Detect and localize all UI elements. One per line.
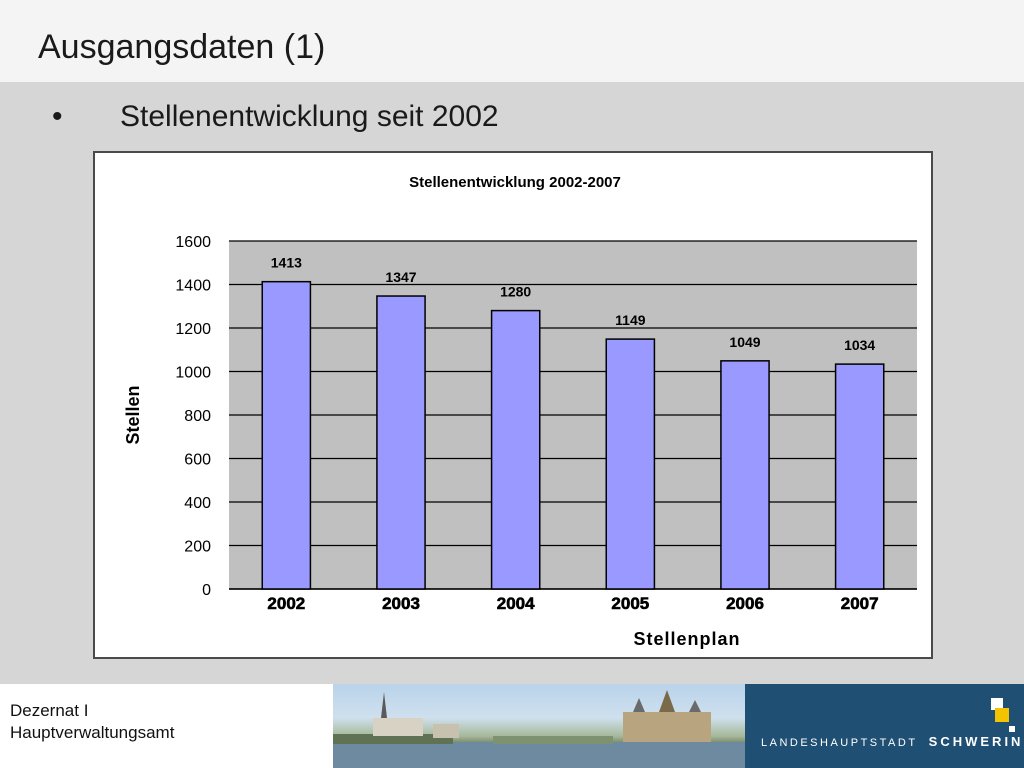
x-tick-label: 2003 — [382, 594, 420, 613]
x-tick-label: 2002 — [267, 594, 305, 613]
y-axis-label: Stellen — [123, 385, 143, 444]
bar-2005 — [605, 338, 656, 590]
chart-frame: Stellenentwicklung 2002-2007 0 200 400 600 8… — [93, 151, 933, 659]
data-label: 1049 — [729, 334, 760, 350]
brand-prefix: LANDESHAUPTSTADT — [761, 737, 918, 749]
data-label: 1149 — [615, 312, 646, 328]
bar-2002 — [261, 280, 312, 590]
brand-text: LANDESHAUPTSTADT SCHWERIN — [761, 734, 1023, 749]
bar-2004 — [490, 309, 541, 590]
y-tick-label: 800 — [184, 408, 211, 425]
data-label: 1280 — [500, 284, 531, 300]
x-tick-label: 2006 — [726, 594, 764, 613]
bar-2007 — [834, 363, 885, 590]
slide-title: Ausgangsdaten (1) — [38, 28, 326, 66]
x-tick-label: 2007 — [841, 594, 879, 613]
chart-title: Stellenentwicklung 2002-2007 — [409, 174, 621, 191]
y-tick-label: 1000 — [175, 365, 211, 382]
footer-department: Dezernat I — [10, 701, 89, 720]
title-bar: Ausgangsdaten (1) — [0, 0, 1024, 82]
y-tick-label: 1600 — [175, 234, 211, 251]
bar-2003 — [376, 295, 426, 590]
y-tick-label: 600 — [184, 452, 211, 469]
brand-panel: LANDESHAUPTSTADT SCHWERIN — [745, 684, 1024, 768]
footer-text: Dezernat I Hauptverwaltungsamt — [10, 700, 174, 744]
y-tick-label: 1400 — [175, 278, 211, 295]
skyline-illustration — [333, 690, 745, 768]
city-banner: LANDESHAUPTSTADT SCHWERIN — [333, 684, 1024, 768]
footer-office: Hauptverwaltungsamt — [10, 723, 175, 742]
x-tick-label: 2004 — [497, 594, 535, 613]
data-label: 1347 — [385, 269, 416, 285]
x-tick-label: 2005 — [611, 594, 649, 613]
brand-name: SCHWERIN — [928, 734, 1024, 749]
data-label: 1413 — [271, 255, 302, 271]
y-tick-label: 200 — [184, 539, 211, 556]
y-tick-label: 0 — [202, 582, 211, 599]
data-label: 1034 — [844, 337, 875, 353]
y-tick-label: 400 — [184, 495, 211, 512]
bar-chart: Stellenentwicklung 2002-2007 0 200 400 600 8… — [123, 174, 917, 649]
bar-2006 — [720, 360, 770, 590]
city-logo-icon — [991, 698, 1015, 732]
banner-photo — [333, 684, 745, 768]
y-tick-label: 1200 — [175, 321, 211, 338]
x-axis-label: Stellenplan — [633, 629, 740, 649]
bullet-dot: • — [52, 100, 63, 133]
bullet-text: Stellenentwicklung seit 2002 — [120, 100, 499, 133]
